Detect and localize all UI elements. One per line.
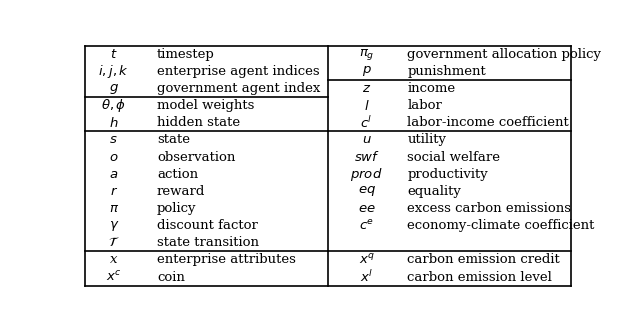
Text: productivity: productivity: [408, 168, 488, 181]
Text: $\mathcal{T}$: $\mathcal{T}$: [108, 236, 120, 249]
Text: $x^c$: $x^c$: [106, 270, 122, 284]
Text: $t$: $t$: [110, 48, 118, 61]
Text: $p$: $p$: [362, 64, 372, 78]
Text: enterprise attributes: enterprise attributes: [157, 254, 296, 266]
Text: $o$: $o$: [109, 151, 118, 164]
Text: income: income: [408, 82, 456, 95]
Text: $i, j, k$: $i, j, k$: [98, 63, 129, 80]
Text: $l$: $l$: [364, 99, 369, 113]
Text: labor-income coefficient: labor-income coefficient: [408, 116, 569, 129]
Text: $ee$: $ee$: [358, 202, 376, 215]
Text: model weights: model weights: [157, 99, 254, 112]
Text: government allocation policy: government allocation policy: [408, 48, 602, 61]
Text: discount factor: discount factor: [157, 219, 258, 232]
Text: $z$: $z$: [362, 82, 371, 95]
Text: equality: equality: [408, 185, 461, 198]
Text: $\theta, \phi$: $\theta, \phi$: [101, 97, 126, 114]
Text: social welfare: social welfare: [408, 151, 500, 164]
Text: $c^e$: $c^e$: [359, 219, 374, 233]
Text: $a$: $a$: [109, 168, 118, 181]
Text: enterprise agent indices: enterprise agent indices: [157, 65, 319, 78]
Text: $h$: $h$: [109, 116, 118, 130]
Text: $swf$: $swf$: [354, 150, 380, 164]
Text: $\pi$: $\pi$: [109, 202, 119, 215]
Text: government agent index: government agent index: [157, 82, 320, 95]
Text: economy-climate coefficient: economy-climate coefficient: [408, 219, 595, 232]
Text: excess carbon emissions: excess carbon emissions: [408, 202, 572, 215]
Text: state: state: [157, 133, 190, 146]
Text: timestep: timestep: [157, 48, 214, 61]
Text: $\pi_g$: $\pi_g$: [359, 47, 374, 62]
Text: $\gamma$: $\gamma$: [109, 219, 119, 233]
Text: punishment: punishment: [408, 65, 486, 78]
Text: $s$: $s$: [109, 133, 118, 146]
Text: $g$: $g$: [109, 82, 118, 95]
Text: coin: coin: [157, 271, 185, 283]
Text: carbon emission credit: carbon emission credit: [408, 254, 560, 266]
Text: x: x: [110, 254, 118, 266]
Text: $x^q$: $x^q$: [358, 253, 375, 267]
Text: hidden state: hidden state: [157, 116, 240, 129]
Text: action: action: [157, 168, 198, 181]
Text: $eq$: $eq$: [358, 184, 376, 198]
Text: policy: policy: [157, 202, 196, 215]
Text: $u$: $u$: [362, 133, 372, 146]
Text: observation: observation: [157, 151, 236, 164]
Text: $x^l$: $x^l$: [360, 269, 373, 285]
Text: utility: utility: [408, 133, 446, 146]
Text: state transition: state transition: [157, 236, 259, 249]
Text: carbon emission level: carbon emission level: [408, 271, 552, 283]
Text: $r$: $r$: [109, 185, 118, 198]
Text: $prod$: $prod$: [351, 166, 383, 183]
Text: labor: labor: [408, 99, 442, 112]
Text: $c^l$: $c^l$: [360, 115, 373, 131]
Text: reward: reward: [157, 185, 205, 198]
